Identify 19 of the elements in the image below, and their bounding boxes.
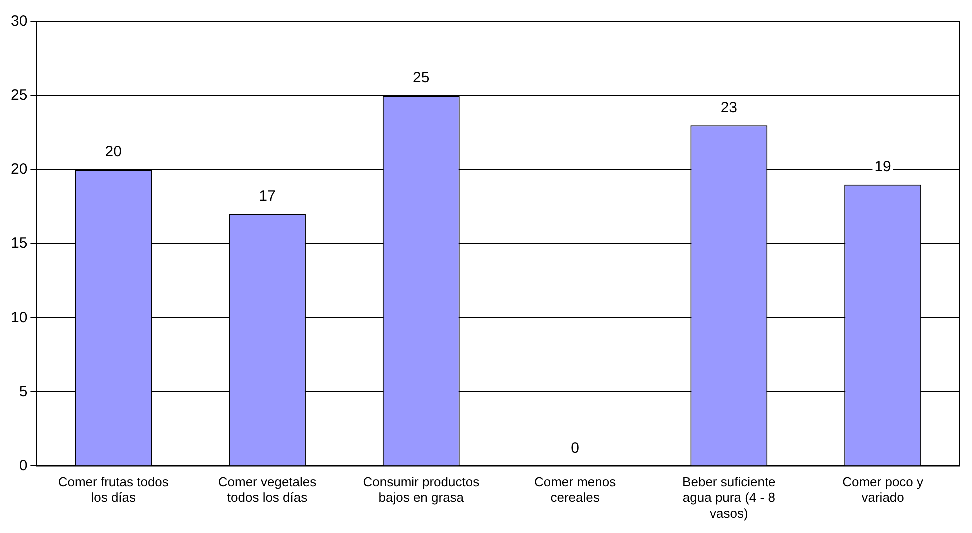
y-tick-label: 25 [10, 87, 28, 104]
data-label: 20 [105, 144, 122, 161]
x-tick-label: Comer vegetales todos los días [218, 474, 318, 506]
x-tick-label: Beber suficiente agua pura (4 - 8 vasos) [682, 474, 776, 521]
y-tick-label: 0 [19, 457, 28, 474]
x-tick-label: Comer frutas todos los días [58, 474, 170, 506]
data-label: 25 [413, 70, 430, 87]
x-tick-label: Consumir productos bajos en grasa [363, 474, 480, 506]
y-tick-label: 20 [10, 161, 28, 178]
data-label: 0 [571, 440, 580, 457]
x-tick-label: Comer poco y variado [842, 474, 924, 506]
data-label: 23 [720, 99, 738, 116]
data-label: 19 [874, 158, 892, 176]
data-label: 17 [259, 188, 276, 206]
y-tick-label: 15 [10, 235, 28, 252]
y-tick-label: 10 [10, 309, 28, 326]
x-tick-label: Comer menos cereales [534, 474, 617, 506]
y-tick-label: 5 [19, 383, 28, 400]
y-tick-label: 30 [10, 13, 28, 30]
